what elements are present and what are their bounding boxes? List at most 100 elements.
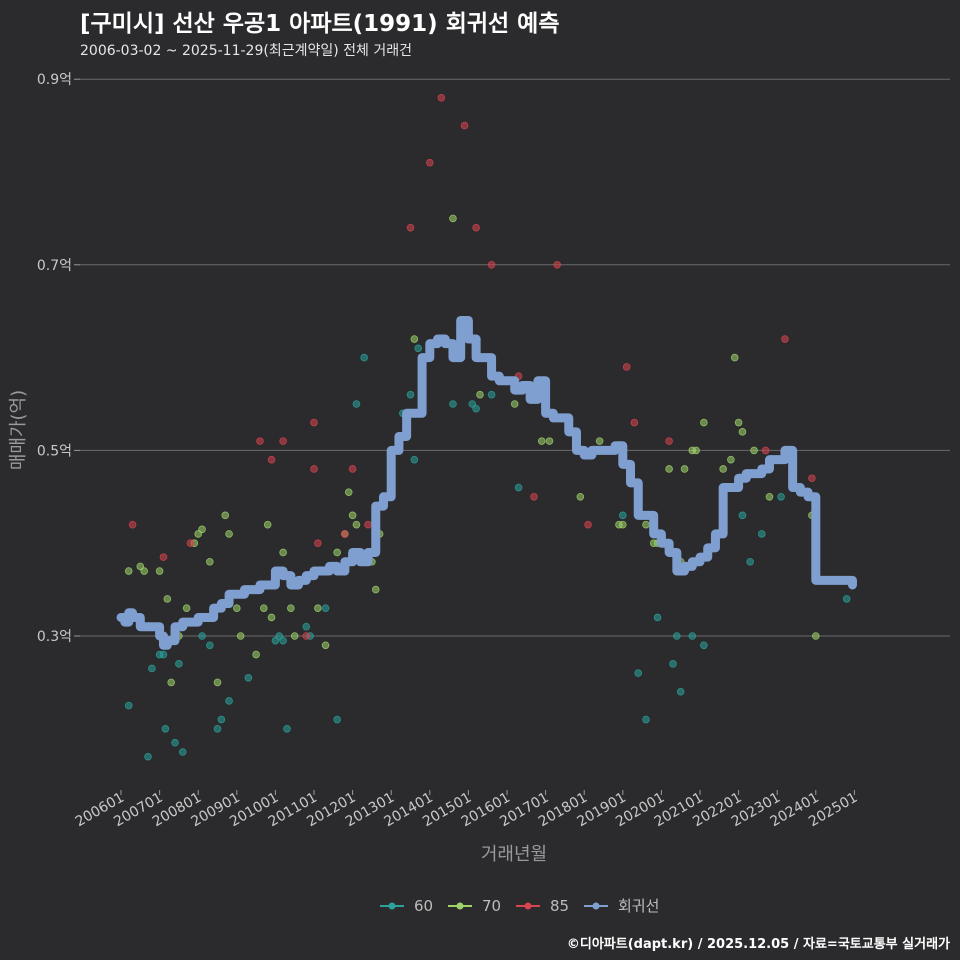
data-point-85 [128, 520, 137, 529]
data-point-70 [182, 604, 191, 612]
data-point-60 [746, 557, 754, 566]
data-point-70 [252, 650, 260, 659]
legend-label: 회귀선 [618, 897, 659, 915]
data-point-70 [321, 641, 330, 650]
data-point-60 [414, 344, 423, 353]
data-point-85 [310, 418, 318, 427]
data-point-70 [167, 678, 175, 687]
data-point-60 [777, 492, 785, 501]
data-point-60 [217, 715, 226, 724]
data-point-70 [205, 557, 214, 566]
legend-swatch-dot [592, 902, 600, 910]
data-point-70 [811, 632, 820, 640]
data-point-85 [406, 223, 415, 232]
data-point-85 [348, 465, 357, 473]
data-point-60 [161, 724, 170, 733]
data-point-70 [618, 520, 627, 529]
data-point-60 [653, 613, 662, 622]
legend-swatch-dot [456, 902, 464, 910]
data-point-60 [700, 641, 708, 650]
data-point-85 [622, 363, 631, 371]
data-point-70 [260, 604, 268, 612]
data-point-70 [333, 548, 341, 557]
data-point-70 [344, 488, 353, 496]
data-point-85 [310, 465, 318, 473]
data-point-60 [618, 511, 627, 520]
data-point-60 [352, 400, 361, 408]
data-point-60 [634, 669, 643, 677]
data-point-70 [233, 604, 241, 612]
data-point-85 [186, 539, 195, 547]
data-point-60 [205, 641, 214, 650]
data-point-70 [290, 632, 299, 640]
data-point-70 [692, 446, 700, 455]
legend-label: 70 [482, 897, 501, 915]
data-point-70 [730, 353, 739, 362]
data-point-70 [263, 520, 272, 529]
legend[interactable]: 60 70 85 회귀선 [380, 897, 659, 915]
data-point-60 [406, 390, 415, 399]
data-point-85 [761, 446, 770, 455]
data-point-70 [221, 511, 230, 520]
data-point-60 [159, 650, 168, 659]
data-point-70 [236, 632, 245, 640]
data-point-70 [476, 390, 484, 399]
data-point-70 [348, 511, 357, 520]
data-point-60 [333, 715, 341, 724]
data-point-85 [159, 553, 168, 561]
data-point-60 [673, 632, 681, 640]
data-point-60 [213, 724, 222, 733]
data-point-85 [553, 260, 561, 269]
data-point-60 [757, 530, 766, 538]
data-point-70 [750, 446, 758, 455]
data-point-60 [171, 738, 179, 747]
data-point-85 [584, 520, 592, 529]
chart-title: [구미시] 선산 우공1 아파트(1991) 회귀선 예측 [80, 11, 560, 37]
data-point-60 [283, 724, 291, 733]
data-point-70 [719, 465, 727, 473]
data-point-85 [279, 437, 287, 445]
data-point-85 [256, 437, 264, 445]
data-point-70 [595, 437, 604, 445]
data-point-85 [341, 530, 349, 538]
data-point-60 [842, 595, 851, 603]
data-point-60 [669, 660, 677, 668]
data-point-85 [781, 335, 789, 343]
data-point-85 [472, 223, 480, 232]
data-point-70 [352, 520, 361, 529]
y-tick-label: 0.9억 [37, 72, 72, 88]
scatter-points [124, 93, 851, 761]
legend-label: 60 [414, 897, 433, 915]
grid-lines [74, 78, 950, 795]
data-point-85 [460, 121, 469, 130]
data-point-60 [676, 687, 685, 696]
data-point-70 [700, 418, 708, 427]
data-point-60 [302, 622, 311, 631]
y-tick-label: 0.5억 [37, 443, 72, 459]
data-point-85 [314, 539, 322, 547]
data-point-70 [155, 567, 164, 575]
data-point-60 [198, 632, 206, 640]
data-point-85 [630, 418, 639, 427]
data-point-60 [410, 455, 419, 464]
data-point-60 [642, 715, 650, 724]
data-point-60 [279, 636, 287, 645]
data-point-70 [510, 400, 519, 408]
data-point-60 [688, 632, 697, 640]
data-point-70 [140, 567, 148, 575]
legend-label: 85 [550, 897, 569, 915]
data-point-85 [267, 455, 276, 464]
data-point-70 [213, 678, 222, 687]
y-tick-labels: 0.3억 0.5억 0.7억 0.9억 [37, 72, 72, 645]
x-axis-title: 거래년월 [481, 844, 547, 865]
data-point-60 [321, 604, 330, 612]
data-point-70 [680, 465, 689, 473]
data-point-85 [808, 474, 816, 483]
data-point-60 [124, 701, 133, 710]
data-point-70 [449, 214, 457, 223]
data-point-60 [487, 390, 496, 399]
data-point-70 [734, 418, 743, 427]
data-point-60 [144, 752, 152, 761]
data-point-70 [279, 548, 287, 557]
